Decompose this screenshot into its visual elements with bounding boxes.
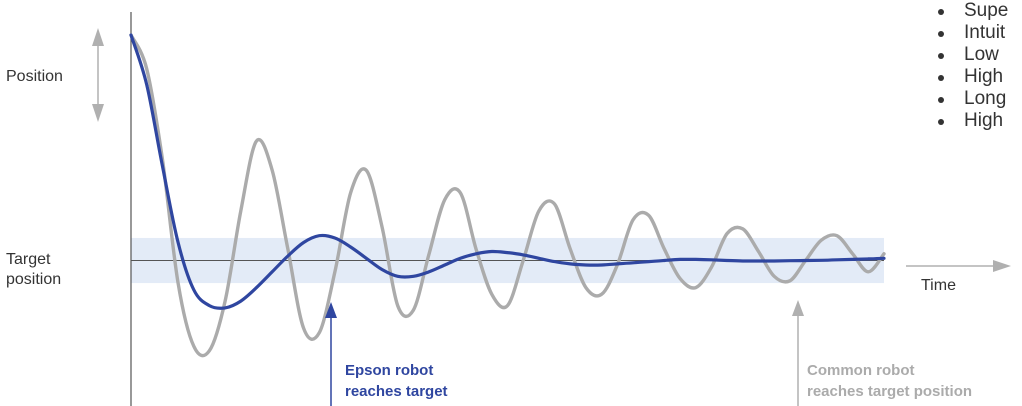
feature-list: Supe Intuit Low High Long High <box>938 0 1008 132</box>
common-target-arrow <box>792 300 804 406</box>
time-arrow <box>906 260 1011 272</box>
epson-robot-line <box>129 33 886 310</box>
target-position-label-line2: position <box>6 271 62 288</box>
feature-item: Intuit <box>938 22 1008 44</box>
feature-item: Supe <box>938 0 1008 22</box>
feature-item: Low <box>938 44 1008 66</box>
position-range-arrow <box>92 28 104 122</box>
time-label: Time <box>921 277 956 294</box>
common-robot-line <box>129 33 886 358</box>
epson-target-arrow <box>325 302 337 406</box>
common-annotation-line1: Common robot <box>807 362 915 379</box>
position-label: Position <box>6 68 63 85</box>
epson-annotation-line2: reaches target <box>345 383 448 400</box>
target-position-label-line1: Target <box>6 251 51 268</box>
feature-item: High <box>938 110 1008 132</box>
feature-item: High <box>938 66 1008 88</box>
feature-item: Long <box>938 88 1008 110</box>
common-annotation-line2: reaches target position <box>807 383 973 400</box>
epson-annotation-line1: Epson robot <box>345 362 434 379</box>
